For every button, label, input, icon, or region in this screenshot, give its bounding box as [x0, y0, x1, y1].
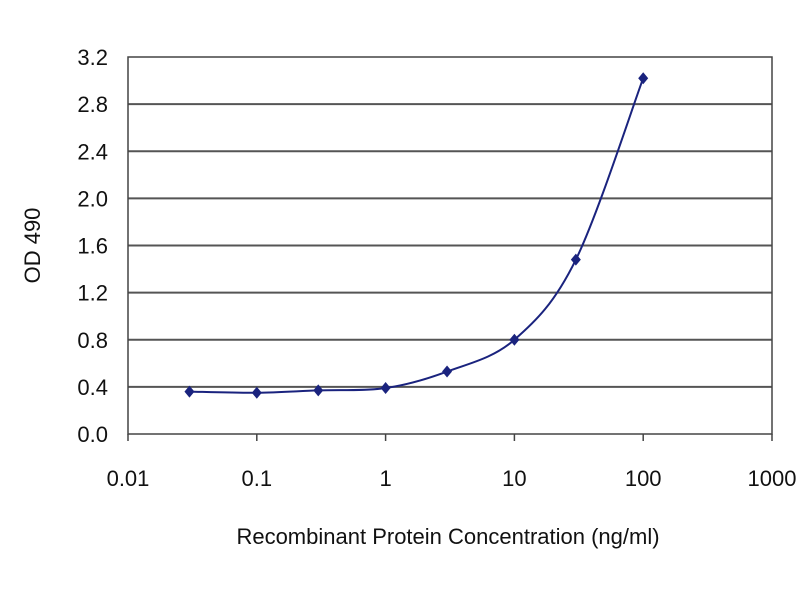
y-tick-label: 1.2	[77, 281, 108, 306]
y-tick-label: 0.0	[77, 422, 108, 447]
y-tick-label: 3.2	[77, 45, 108, 70]
plot-area-frame	[127, 56, 773, 435]
x-tick-label: 10	[502, 466, 526, 491]
x-axis-ticks	[127, 434, 773, 441]
data-point	[638, 72, 649, 85]
y-tick-label: 2.0	[77, 186, 108, 211]
data-point	[570, 253, 581, 266]
y-tick-label: 2.4	[77, 139, 108, 164]
x-tick-label: 0.01	[107, 466, 150, 491]
y-tick-label: 1.6	[77, 234, 108, 259]
x-tick-label: 1	[379, 466, 391, 491]
x-axis-tick-labels: 0.01 0.1 1 10 100 1000	[107, 466, 797, 491]
data-point	[184, 385, 195, 398]
y-tick-label: 2.8	[77, 92, 108, 117]
x-tick-label: 100	[625, 466, 662, 491]
y-tick-label: 0.4	[77, 375, 108, 400]
series-layer	[184, 72, 649, 399]
x-tick-label: 0.1	[242, 466, 273, 491]
data-point	[251, 386, 262, 399]
y-axis-tick-labels: 0.0 0.4 0.8 1.2 1.6 2.0 2.4 2.8 3.2	[77, 45, 108, 447]
data-point	[380, 382, 391, 395]
x-axis-title: Recombinant Protein Concentration (ng/ml…	[236, 524, 659, 549]
data-point	[442, 365, 453, 378]
y-axis-title: OD 490	[20, 208, 45, 284]
data-point	[313, 384, 324, 397]
grid-lines	[128, 103, 772, 388]
y-tick-label: 0.8	[77, 328, 108, 353]
data-point	[509, 333, 520, 346]
series-line	[189, 77, 645, 394]
x-tick-label: 1000	[748, 466, 797, 491]
